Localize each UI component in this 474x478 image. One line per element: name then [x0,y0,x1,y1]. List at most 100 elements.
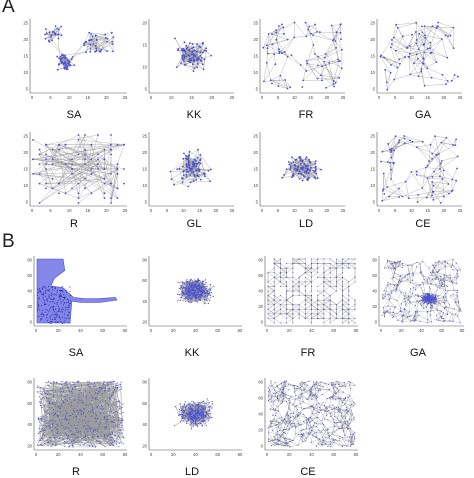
graph-node [195,287,196,288]
graph-node [432,176,434,178]
graph-edge [440,156,458,169]
node-dot [40,290,41,291]
graph-node [293,161,295,163]
node-dot [40,320,41,321]
graph-edge [318,314,324,319]
graph-node [440,202,442,204]
graph-node [97,163,99,165]
node-dot [55,319,56,320]
x-tick-label: 80 [123,328,128,333]
graph-edge [53,184,60,189]
graph-node [198,58,200,60]
graph-node [71,163,73,165]
node-dot [43,315,44,316]
graph-edge [324,273,330,278]
graph-node [188,297,189,298]
graph-node [390,178,392,180]
y-tick-label: 80 [258,258,263,263]
graph-node [405,181,407,183]
graph-node [290,165,292,167]
graph-node [186,166,188,168]
graph-node [421,71,423,73]
graph-edge [276,22,294,32]
x-tick-label: 10 [409,208,414,213]
graph-node [194,279,195,280]
y-tick-label: 15 [142,167,147,172]
node-dot [63,294,64,295]
graph-node [52,163,54,165]
node-dot [57,314,58,315]
graph-edge [273,40,288,45]
graph-node [317,290,318,291]
graph-node [197,149,199,151]
y-tick-label: 5 [145,87,148,92]
graph-node [52,178,54,180]
node-dot [39,288,40,289]
graph-edge [382,191,383,201]
graph-node [206,290,207,291]
y-tick-label: 20 [142,320,147,325]
node-dot [42,288,43,289]
graph-node [187,158,189,160]
node-dot [61,303,62,304]
graph-node [331,25,333,27]
graph-node [185,64,187,66]
graph-edge [324,277,330,282]
graph-edge [174,179,183,185]
graph-node [187,186,189,188]
graph-node [207,295,208,296]
node-dot [53,298,54,299]
x-tick-label: 15 [425,95,430,100]
graph-node [177,300,178,301]
graph-edge [280,57,287,76]
graph-node [177,294,178,295]
graph-node [416,171,418,173]
graph-node [340,38,342,40]
graph-node [185,301,186,302]
graph-node [182,166,184,168]
graph-node [181,294,182,295]
node-dot [62,290,63,291]
graph-node [292,272,293,273]
graph-node [185,155,187,157]
graph-node [450,35,452,37]
graph-node [302,180,304,182]
node-dot [65,310,66,311]
y-tick-label: 5 [256,200,259,205]
x-tick-label: 15 [308,95,313,100]
graph-edge [303,66,318,81]
node-dot [55,313,56,314]
graph-node [91,158,93,160]
plot-label-a-ga: GA [383,109,463,121]
graph-edge [33,174,53,179]
node-dot [38,316,39,317]
graph-node [176,66,178,68]
graph-edge [308,30,313,45]
graph-node [275,29,277,31]
node-dot [69,287,70,288]
graph-node [391,157,393,159]
graph-node [186,171,188,173]
graph-node [187,61,189,63]
graph-node [425,167,427,169]
x-tick-label: 5 [394,208,397,213]
graph-node [453,47,455,49]
graph-node [69,64,71,66]
graph-node [306,179,308,181]
graph-node [443,169,445,171]
graph-node [39,149,41,151]
graph-node [185,53,187,55]
graph-edge [427,178,442,179]
graph-edge [330,309,336,314]
graph-node [436,61,438,63]
graph-node [194,67,196,69]
node-dot [48,290,49,291]
graph-node [409,74,411,76]
graph-node [198,278,199,279]
graph-node [190,294,191,295]
y-tick-label: 5 [373,200,376,205]
graph-node [105,37,107,39]
graph-node [305,281,306,282]
graph-node [380,161,382,163]
